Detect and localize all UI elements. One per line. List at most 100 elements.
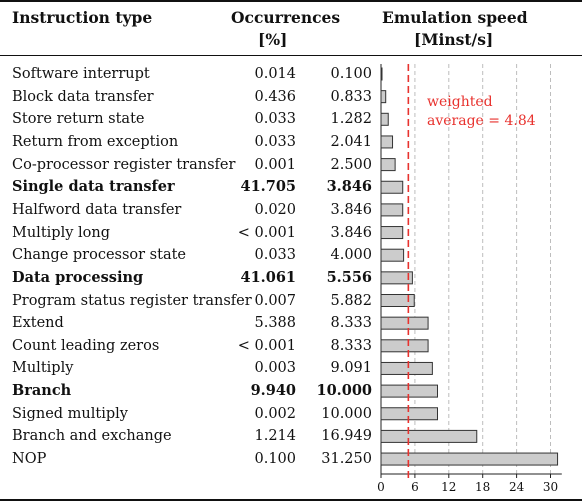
row-name: Multiply (12, 360, 74, 377)
row-speed: 10.000 (316, 382, 373, 400)
row-speed: 8.333 (330, 337, 372, 354)
weighted-average-label: weighted (427, 94, 493, 110)
table-row: Signed multiply 0.002 10.000 (0, 403, 582, 425)
row-occurrences: < 0.001 (237, 224, 296, 241)
row-speed: 8.333 (330, 315, 372, 332)
speed-bar (380, 429, 478, 443)
table-row: Block data transfer 0.436 0.833 (0, 86, 582, 108)
speed-bar (380, 316, 429, 330)
table-row: Change processor state 0.033 4.000 (0, 244, 582, 266)
speed-bar (380, 203, 404, 217)
table-row: Return from exception 0.033 2.041 (0, 131, 582, 153)
row-name: Data processing (12, 268, 144, 286)
row-speed: 2.041 (330, 133, 372, 150)
speed-bar (380, 180, 404, 194)
speed-bar (380, 294, 415, 307)
speed-bar (380, 452, 559, 466)
row-occurrences: 0.033 (254, 133, 296, 150)
row-occurrences: 1.214 (254, 428, 296, 445)
row-occurrences: 0.007 (254, 292, 296, 309)
x-tick-label: 18 (475, 480, 490, 494)
header-instruction-type: Instruction type (12, 8, 153, 27)
table-row: Program status register transfer 0.007 5.8… (0, 290, 582, 312)
row-name: Count leading zeros (12, 337, 160, 354)
row-occurrences: 0.033 (254, 111, 296, 128)
x-tick-label: 0 (377, 480, 385, 494)
row-name: Multiply long (12, 224, 110, 241)
row-name: Software interrupt (12, 66, 150, 82)
row-name: Program status register transfer (12, 292, 252, 309)
row-name: Extend (12, 315, 64, 332)
header-rule (0, 55, 582, 56)
table-row: Multiply long < 0.001 3.846 (0, 222, 582, 244)
row-speed: 1.282 (330, 111, 372, 128)
header-speed-unit: [Minst/s] (414, 30, 494, 49)
x-tick-label: 12 (441, 480, 456, 494)
header-emulation-speed: Emulation speed (382, 8, 528, 27)
row-occurrences: 0.020 (254, 201, 296, 218)
speed-bar (380, 67, 383, 81)
x-tick-label: 6 (411, 480, 419, 494)
row-occurrences: 9.940 (250, 382, 296, 400)
speed-bar (380, 271, 413, 285)
row-name: NOP (12, 451, 47, 468)
bottom-rule (0, 499, 582, 501)
row-speed: 3.846 (326, 178, 372, 196)
table-row: Data processing 41.061 5.556 (0, 267, 582, 289)
table-row: Single data transfer 41.705 3.846 (0, 176, 582, 198)
row-speed: 5.556 (326, 268, 372, 286)
row-speed: 16.949 (321, 428, 372, 445)
row-speed: 3.846 (330, 201, 372, 218)
row-speed: 4.000 (330, 247, 372, 264)
speed-bar (380, 135, 394, 149)
row-speed: 10.000 (321, 405, 372, 422)
row-name: Return from exception (12, 133, 179, 150)
row-name: Co-processor register transfer (12, 156, 236, 173)
table-row: Extend 5.388 8.333 (0, 312, 582, 334)
speed-bar (380, 90, 387, 104)
table-row: Halfword data transfer 0.020 3.846 (0, 199, 582, 221)
row-occurrences: 0.436 (254, 88, 296, 105)
speed-bar (380, 158, 396, 172)
header-occurrences: Occurrences (231, 8, 341, 27)
row-name: Halfword data transfer (12, 201, 182, 218)
header-occurrences-unit: [%] (258, 30, 288, 49)
speed-bar (380, 407, 438, 421)
row-occurrences: 0.001 (254, 156, 296, 173)
table-row: Co-processor register transfer 0.001 2.500 (0, 154, 582, 176)
x-tick-label: 24 (509, 480, 525, 494)
row-occurrences: 5.388 (254, 315, 296, 332)
row-speed: 31.250 (321, 451, 372, 468)
speed-bar (380, 361, 433, 375)
table-row: NOP 0.100 31.250 (0, 448, 582, 470)
row-occurrences: 0.003 (254, 360, 296, 377)
speed-bar (380, 226, 404, 240)
row-speed: 9.091 (330, 360, 372, 377)
row-occurrences: 0.014 (254, 66, 296, 82)
row-name: Change processor state (12, 247, 187, 264)
table-row: Software interrupt 0.014 0.100 (0, 63, 582, 85)
row-occurrences: 41.705 (240, 178, 297, 196)
row-occurrences: 41.061 (240, 268, 297, 286)
row-occurrences: 0.002 (254, 405, 296, 422)
table-row: Count leading zeros < 0.001 8.333 (0, 335, 582, 357)
speed-bar (380, 339, 429, 353)
speed-bar (380, 112, 389, 126)
row-speed: 0.100 (330, 66, 372, 82)
weighted-average-value: average = 4.84 (427, 113, 536, 129)
row-name: Block data transfer (12, 88, 154, 105)
top-rule (0, 0, 582, 2)
row-occurrences: 0.100 (254, 451, 296, 468)
row-speed: 0.833 (330, 88, 372, 105)
row-name: Store return state (12, 111, 145, 128)
row-speed: 5.882 (330, 292, 372, 309)
row-name: Branch and exchange (12, 428, 172, 445)
row-speed: 3.846 (330, 224, 372, 241)
row-name: Single data transfer (12, 178, 175, 196)
x-tick-label: 30 (543, 480, 558, 494)
table-row: Store return state 0.033 1.282 (0, 108, 582, 130)
row-name: Branch (12, 382, 72, 400)
table-row: Multiply 0.003 9.091 (0, 357, 582, 379)
row-occurrences: 0.033 (254, 247, 296, 264)
